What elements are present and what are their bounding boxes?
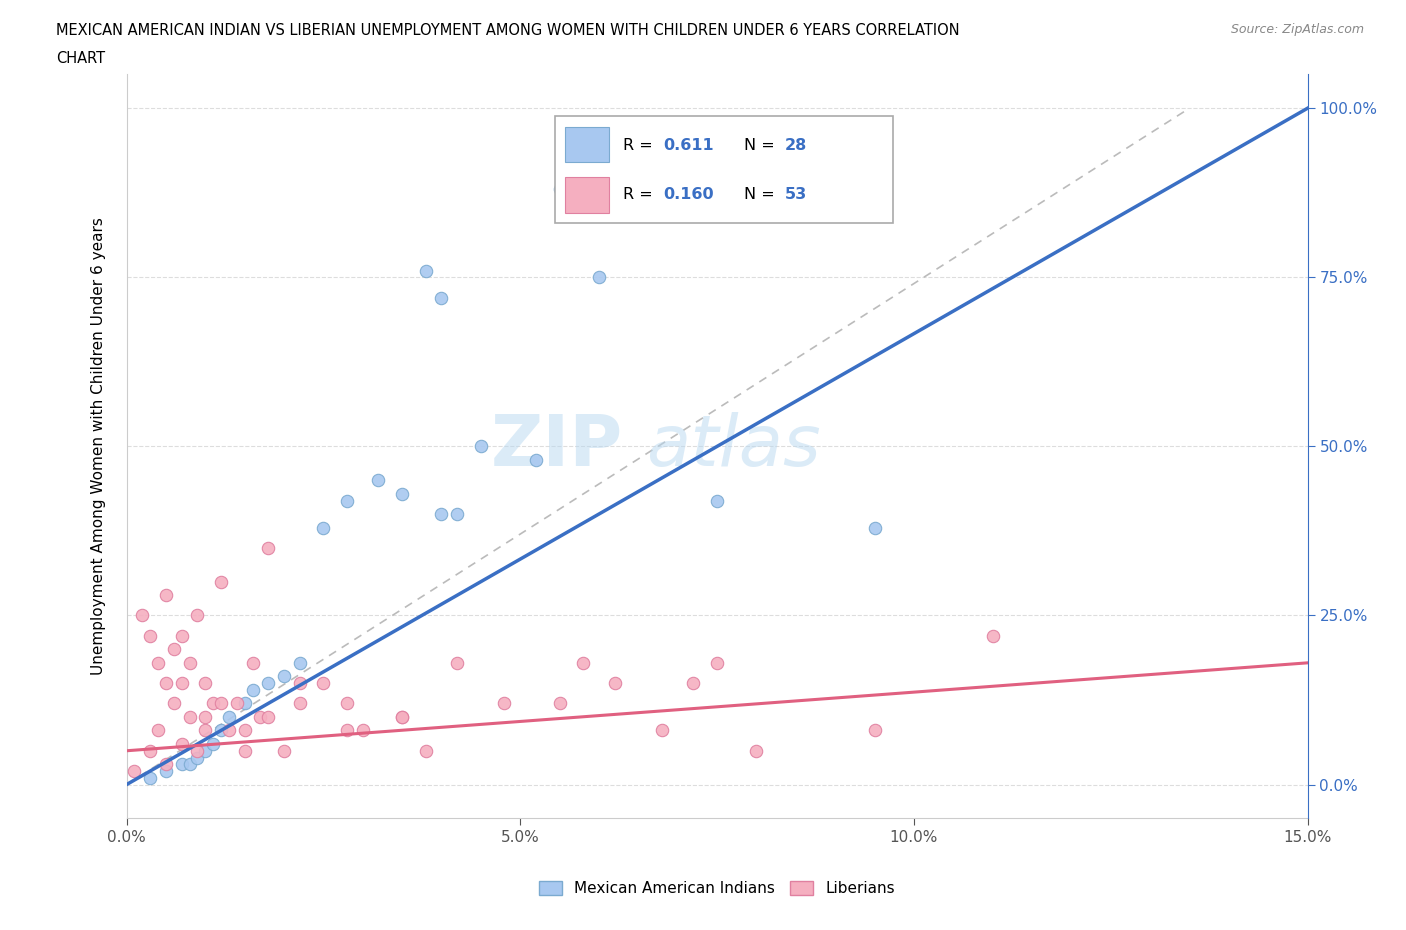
Text: 53: 53 [785, 187, 807, 202]
Point [194, 676, 217, 691]
Point [391, 710, 413, 724]
Point [981, 629, 1004, 644]
Point [242, 683, 264, 698]
Point [548, 696, 571, 711]
Point [288, 696, 311, 711]
Point [155, 764, 177, 778]
Point [186, 751, 208, 765]
Point [209, 574, 232, 589]
Point [446, 656, 468, 671]
Point [209, 696, 232, 711]
Text: N =: N = [744, 187, 780, 202]
FancyBboxPatch shape [565, 127, 609, 162]
Text: ZIP: ZIP [491, 412, 623, 481]
Point [209, 723, 232, 737]
Point [367, 472, 389, 487]
Point [139, 743, 162, 758]
Point [273, 743, 295, 758]
Text: 0.160: 0.160 [664, 187, 714, 202]
FancyBboxPatch shape [555, 116, 893, 223]
Point [163, 696, 186, 711]
Point [391, 486, 413, 501]
Point [218, 710, 240, 724]
Point [170, 629, 193, 644]
Point [430, 290, 453, 305]
Text: N =: N = [744, 138, 780, 153]
Point [312, 520, 335, 535]
Legend: Mexican American Indians, Liberians: Mexican American Indians, Liberians [538, 882, 896, 897]
Point [163, 642, 186, 657]
Text: atlas: atlas [647, 412, 821, 481]
Point [233, 696, 256, 711]
Point [124, 764, 146, 778]
Point [242, 656, 264, 671]
Point [139, 770, 162, 785]
Point [706, 493, 728, 508]
Point [257, 676, 280, 691]
Point [415, 263, 437, 278]
Point [651, 723, 673, 737]
Point [863, 723, 886, 737]
Point [170, 737, 193, 751]
Point [218, 723, 240, 737]
Text: 28: 28 [785, 138, 807, 153]
Point [202, 737, 225, 751]
FancyBboxPatch shape [565, 178, 609, 213]
Point [257, 710, 280, 724]
Point [179, 757, 201, 772]
Point [146, 723, 169, 737]
Point [391, 710, 413, 724]
Point [170, 757, 193, 772]
Point [170, 676, 193, 691]
Text: R =: R = [623, 138, 658, 153]
Point [194, 743, 217, 758]
Text: CHART: CHART [56, 51, 105, 66]
Point [288, 676, 311, 691]
Point [179, 656, 201, 671]
Point [155, 676, 177, 691]
Point [139, 629, 162, 644]
Text: Source: ZipAtlas.com: Source: ZipAtlas.com [1230, 23, 1364, 36]
Point [249, 710, 271, 724]
Point [352, 723, 374, 737]
Text: 0.611: 0.611 [664, 138, 714, 153]
Point [202, 696, 225, 711]
Point [155, 588, 177, 603]
Point [273, 669, 295, 684]
Point [155, 757, 177, 772]
Point [745, 743, 768, 758]
Point [288, 656, 311, 671]
Point [682, 676, 704, 691]
Text: R =: R = [623, 187, 658, 202]
Point [470, 439, 492, 454]
Point [706, 656, 728, 671]
Point [588, 270, 610, 285]
Point [225, 696, 247, 711]
Point [336, 723, 359, 737]
Point [131, 608, 153, 623]
Point [430, 507, 453, 522]
Point [336, 493, 359, 508]
Point [548, 182, 571, 197]
Point [446, 507, 468, 522]
Point [194, 710, 217, 724]
Point [603, 676, 626, 691]
Point [572, 656, 595, 671]
Point [186, 743, 208, 758]
Point [146, 656, 169, 671]
Point [524, 453, 547, 468]
Point [494, 696, 516, 711]
Text: MEXICAN AMERICAN INDIAN VS LIBERIAN UNEMPLOYMENT AMONG WOMEN WITH CHILDREN UNDER: MEXICAN AMERICAN INDIAN VS LIBERIAN UNEM… [56, 23, 960, 38]
Point [186, 608, 208, 623]
Point [312, 676, 335, 691]
Point [415, 743, 437, 758]
Point [233, 723, 256, 737]
Y-axis label: Unemployment Among Women with Children Under 6 years: Unemployment Among Women with Children U… [91, 218, 105, 675]
Point [336, 696, 359, 711]
Point [179, 710, 201, 724]
Point [257, 540, 280, 555]
Point [863, 520, 886, 535]
Point [194, 723, 217, 737]
Point [233, 743, 256, 758]
